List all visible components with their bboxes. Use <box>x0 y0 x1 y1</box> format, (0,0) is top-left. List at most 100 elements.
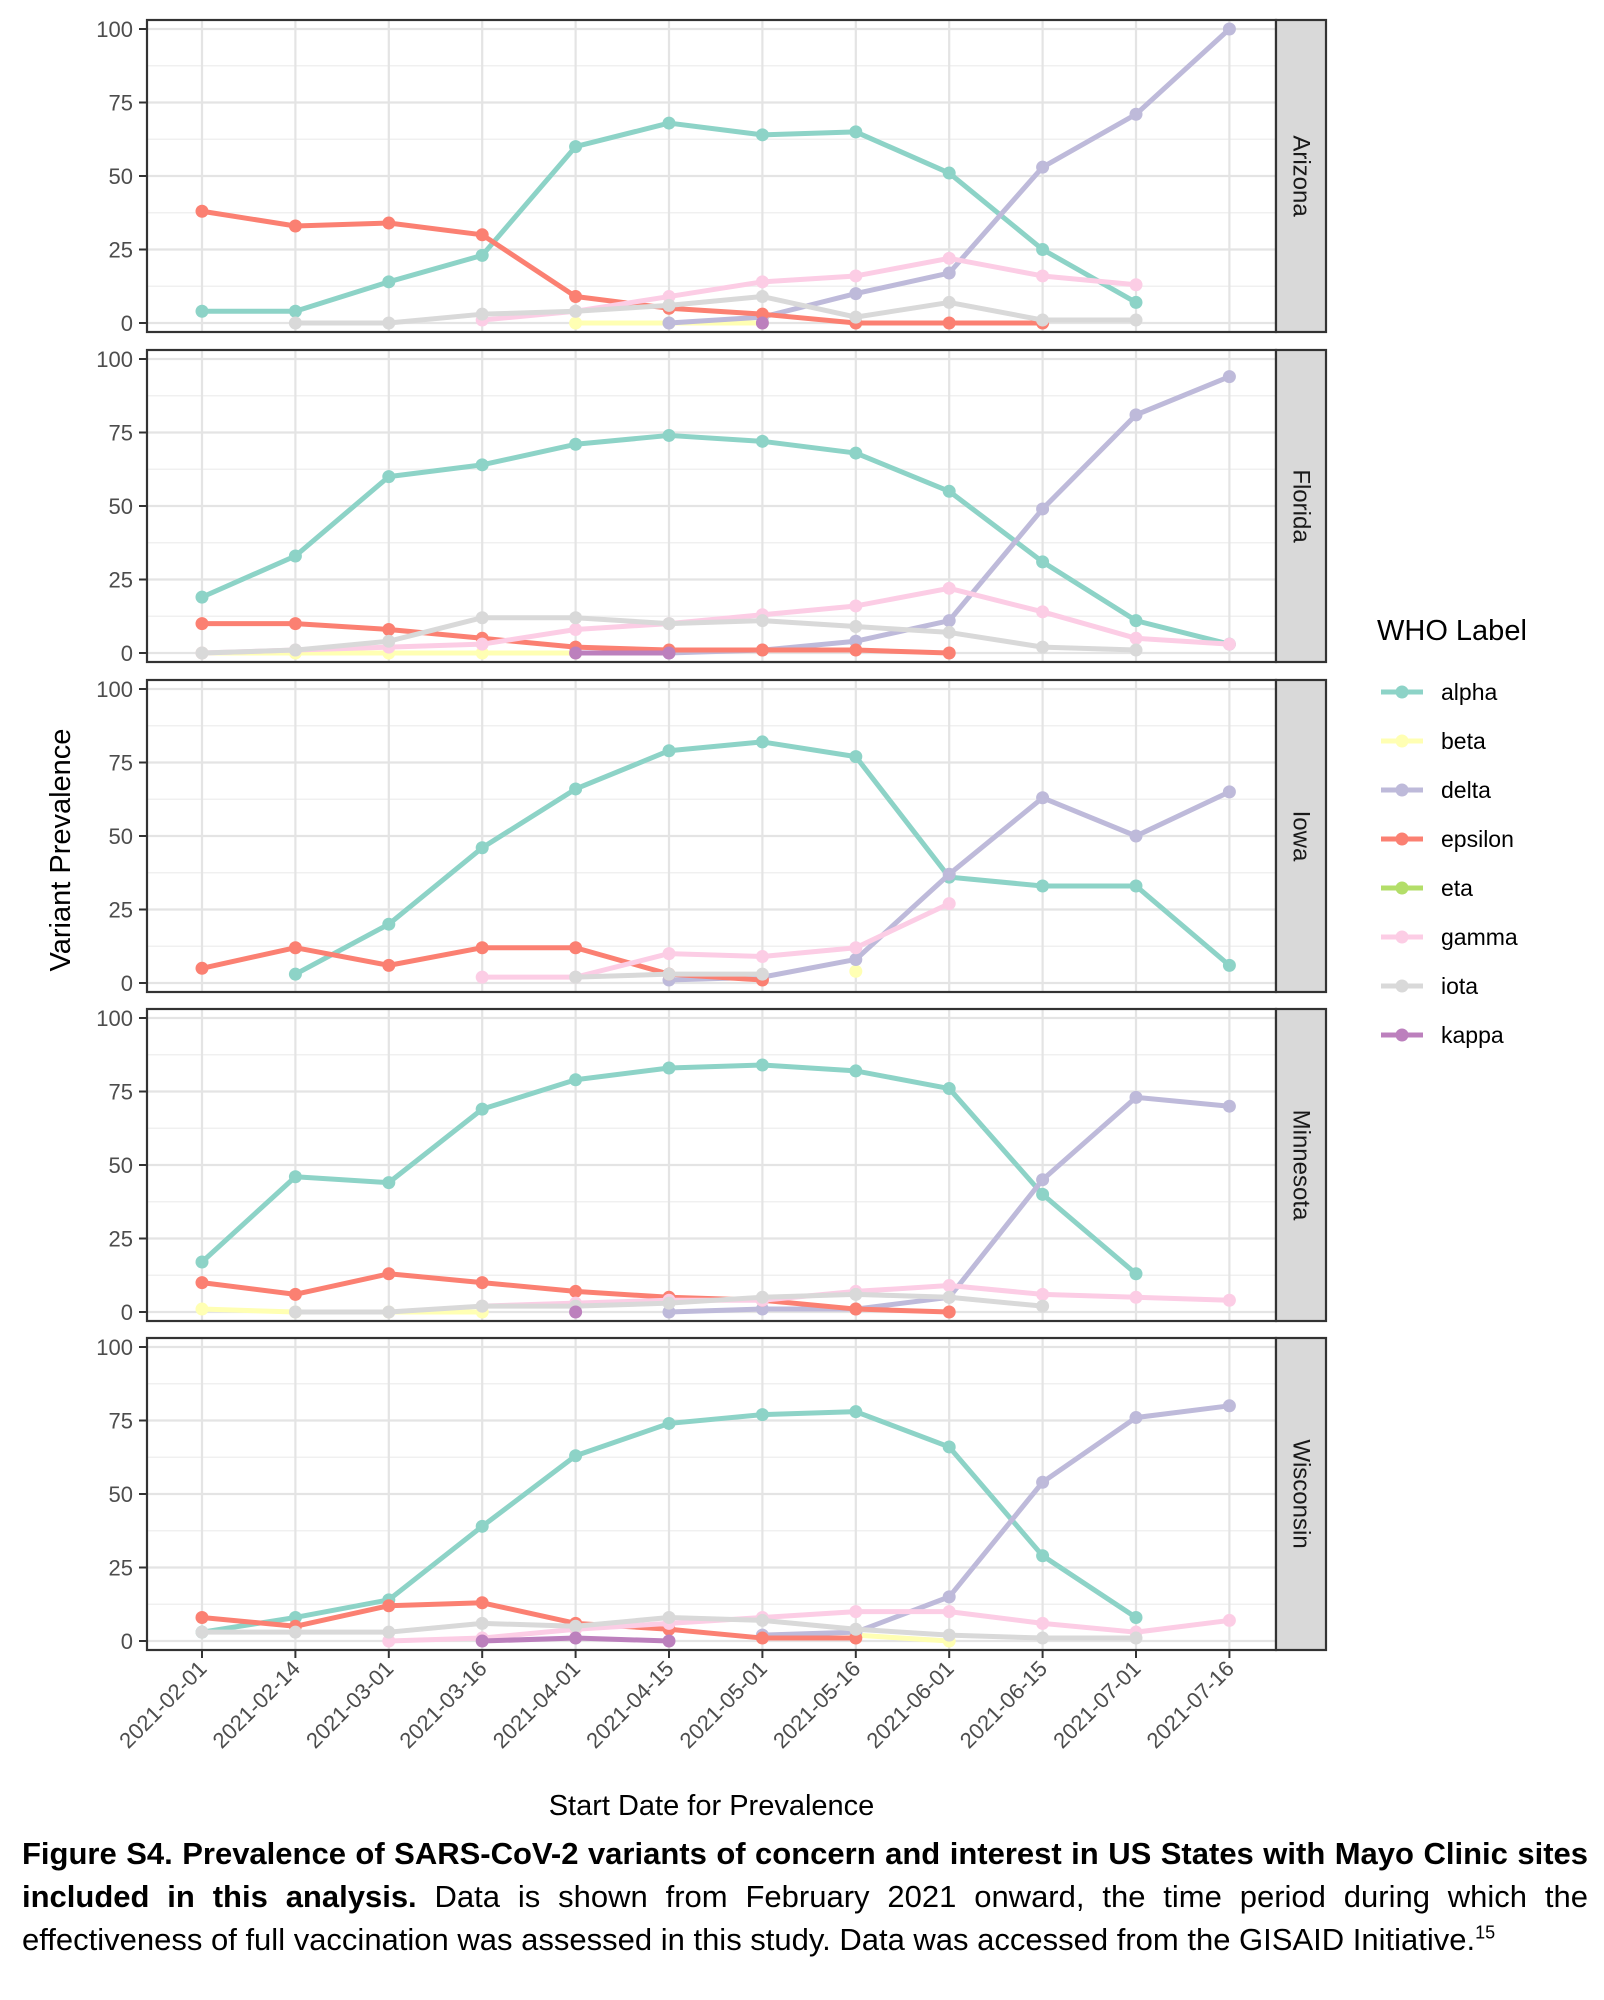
facet-label-wisconsin: Wisconsin <box>1288 1439 1315 1548</box>
data-point-gamma <box>849 599 863 613</box>
data-point-iota <box>755 967 769 981</box>
data-point-iota <box>849 620 863 634</box>
data-point-alpha <box>475 248 489 262</box>
data-point-delta <box>1222 22 1236 36</box>
x-tick-label: 2021-06-15 <box>955 1656 1052 1753</box>
data-point-alpha <box>569 437 583 451</box>
x-tick-label: 2021-02-01 <box>114 1656 211 1753</box>
data-point-gamma <box>1129 278 1143 292</box>
facet-strip <box>1274 348 1328 664</box>
data-point-alpha <box>1036 879 1050 893</box>
data-point-delta <box>1036 160 1050 174</box>
data-point-gamma <box>942 581 956 595</box>
data-point-iota <box>942 295 956 309</box>
data-point-gamma <box>1036 1616 1050 1630</box>
x-axis-title: Start Date for Prevalence <box>549 1790 875 1822</box>
data-point-epsilon <box>195 617 209 631</box>
y-tick-label: 50 <box>109 824 133 849</box>
data-point-alpha <box>569 782 583 796</box>
data-point-epsilon <box>849 1302 863 1316</box>
data-point-alpha <box>849 1405 863 1419</box>
data-point-delta <box>1129 107 1143 121</box>
data-point-delta <box>1036 1173 1050 1187</box>
data-point-epsilon <box>475 1276 489 1290</box>
data-point-kappa <box>662 1634 676 1648</box>
data-point-alpha <box>662 116 676 130</box>
data-point-delta <box>942 867 956 881</box>
data-point-gamma <box>849 1605 863 1619</box>
y-tick-label: 25 <box>109 568 133 593</box>
data-point-iota <box>195 1625 209 1639</box>
facet-label-minnesota: Minnesota <box>1288 1110 1315 1221</box>
data-point-iota <box>475 1616 489 1630</box>
data-point-epsilon <box>382 1599 396 1613</box>
data-point-alpha <box>662 744 676 758</box>
series-line-epsilon <box>199 1600 859 1641</box>
data-point-delta <box>1129 408 1143 422</box>
y-tick-label: 0 <box>121 311 133 336</box>
y-tick-label: 25 <box>109 1556 133 1581</box>
data-point-delta <box>1129 1411 1143 1425</box>
data-point-gamma <box>849 941 863 955</box>
legend-label-gamma: gamma <box>1441 924 1518 950</box>
legend-key-point-delta <box>1395 783 1409 797</box>
data-point-iota <box>662 1296 676 1310</box>
data-point-alpha <box>662 428 676 442</box>
data-point-alpha <box>755 735 769 749</box>
data-point-gamma <box>1129 631 1143 645</box>
data-point-delta <box>849 287 863 301</box>
data-point-iota <box>849 310 863 324</box>
data-point-alpha <box>475 1102 489 1116</box>
data-point-alpha <box>942 1440 956 1454</box>
data-point-delta <box>1036 1475 1050 1489</box>
figure-caption: Figure S4. Prevalence of SARS-CoV-2 vari… <box>22 1832 1588 1961</box>
data-point-gamma <box>1129 1290 1143 1304</box>
data-point-delta <box>1222 1399 1236 1413</box>
data-point-alpha <box>1036 243 1050 256</box>
data-point-iota <box>1036 313 1050 327</box>
y-tick-label: 0 <box>121 1629 133 1654</box>
data-point-alpha <box>382 1176 396 1190</box>
data-point-alpha <box>755 1408 769 1422</box>
data-point-iota <box>475 1299 489 1313</box>
data-point-beta <box>849 964 863 978</box>
legend-key-point-kappa <box>1395 1028 1409 1042</box>
data-point-epsilon <box>475 941 489 955</box>
data-point-delta <box>1036 502 1050 516</box>
y-tick-label: 75 <box>109 1080 133 1105</box>
data-point-epsilon <box>755 643 769 657</box>
data-point-iota <box>382 1625 396 1639</box>
legend-label-epsilon: epsilon <box>1441 826 1514 852</box>
facet-label-florida: Florida <box>1288 469 1315 543</box>
data-point-iota <box>755 614 769 628</box>
data-point-gamma <box>755 275 769 289</box>
data-point-delta <box>1036 791 1050 805</box>
data-point-iota <box>1036 1299 1050 1313</box>
data-point-alpha <box>475 841 489 855</box>
series-line-alpha <box>199 432 1232 647</box>
data-point-alpha <box>1129 614 1143 628</box>
data-point-epsilon <box>195 1610 209 1624</box>
data-point-epsilon <box>288 941 302 955</box>
y-tick-label: 25 <box>109 898 133 923</box>
data-point-epsilon <box>942 316 956 330</box>
data-point-delta <box>1129 829 1143 843</box>
data-point-alpha <box>1036 1549 1050 1563</box>
data-point-iota <box>569 611 583 625</box>
data-point-iota <box>288 1305 302 1319</box>
x-tick-label: 2021-07-01 <box>1048 1656 1145 1753</box>
data-point-epsilon <box>382 958 396 972</box>
legend-key-point-iota <box>1395 979 1409 993</box>
data-point-gamma <box>1222 1293 1236 1307</box>
data-point-delta <box>849 952 863 966</box>
data-point-alpha <box>1129 879 1143 893</box>
data-point-iota <box>662 298 676 312</box>
series-line-gamma <box>386 1609 1232 1644</box>
series-line-iota <box>292 294 1139 326</box>
data-point-kappa <box>662 646 676 660</box>
data-point-alpha <box>288 1170 302 1184</box>
data-point-epsilon <box>569 941 583 955</box>
y-tick-label: 100 <box>96 17 133 42</box>
data-point-kappa <box>569 646 583 660</box>
data-point-epsilon <box>569 1284 583 1298</box>
